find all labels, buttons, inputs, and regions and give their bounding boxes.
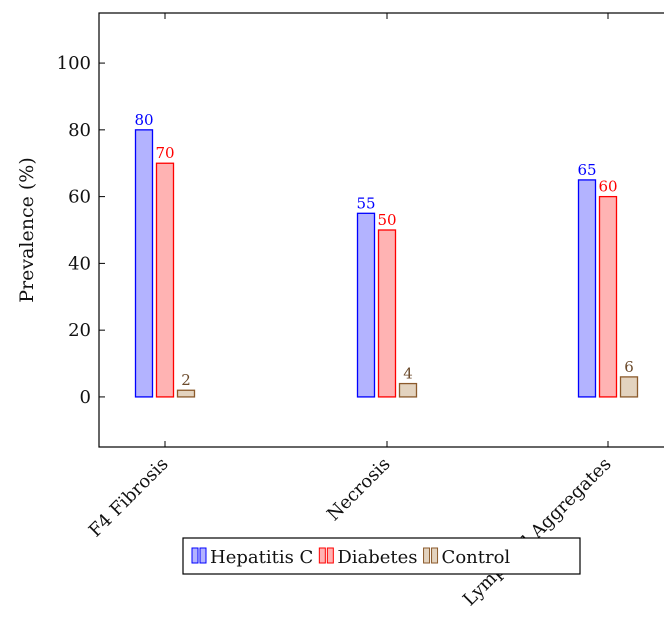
bar-hepatitis-c (577, 179, 597, 398)
plot-frame (98, 12, 664, 448)
legend-swatch (191, 547, 199, 564)
x-category-label: F4 Fibrosis (85, 454, 173, 542)
x-category-label: Lymphoid Aggregates (459, 454, 616, 611)
data-label: 6 (624, 358, 634, 376)
legend-box (182, 537, 581, 575)
y-axis-label: Prevalence (%) (16, 157, 38, 303)
data-label: 80 (134, 111, 153, 129)
legend-swatch (326, 547, 334, 564)
data-label: 55 (356, 194, 375, 212)
data-label: 2 (181, 371, 191, 389)
bar-control (398, 382, 418, 398)
legend-label: Control (442, 547, 511, 568)
y-tick-label: 60 (68, 187, 91, 208)
bar-diabetes (377, 229, 397, 398)
bar-hepatitis-c (134, 129, 154, 398)
legend-label: Hepatitis C (210, 547, 313, 568)
data-label: 4 (403, 365, 413, 383)
legend-swatch (431, 547, 439, 564)
legend: Hepatitis C Diabetes Control (182, 537, 581, 575)
data-label: 65 (577, 161, 596, 179)
bar-diabetes (155, 162, 175, 398)
y-tick-label: 40 (68, 253, 91, 274)
data-label: 60 (598, 178, 617, 196)
legend-label: Diabetes (337, 547, 417, 568)
bar-hepatitis-c (356, 212, 376, 398)
y-tick-label: 100 (57, 53, 91, 74)
x-category-label: Necrosis (323, 454, 395, 526)
legend-swatch (318, 547, 326, 564)
y-tick-label: 0 (80, 387, 91, 408)
data-label: 50 (377, 211, 396, 229)
legend-swatch (423, 547, 431, 564)
y-axis-ticks: 0 20 40 60 80 100 (57, 53, 105, 408)
bar-control (176, 389, 196, 398)
bar-control (619, 376, 639, 398)
legend-swatch (199, 547, 207, 564)
y-tick-label: 20 (68, 320, 91, 341)
data-label: 70 (155, 144, 174, 162)
y-tick-label: 80 (68, 120, 91, 141)
bar-diabetes (598, 195, 618, 398)
